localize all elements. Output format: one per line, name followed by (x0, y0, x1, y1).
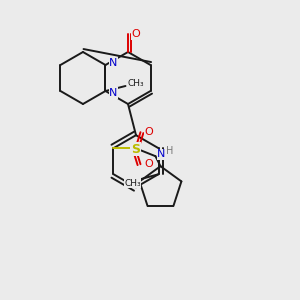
Text: N: N (157, 149, 166, 159)
Text: H: H (166, 146, 173, 156)
Text: S: S (131, 143, 140, 156)
Text: O: O (144, 127, 153, 137)
Text: O: O (144, 159, 153, 169)
Text: N: N (109, 58, 118, 68)
Text: CH₃: CH₃ (124, 179, 141, 188)
Text: O: O (132, 29, 140, 39)
Text: N: N (109, 88, 118, 98)
Text: CH₃: CH₃ (127, 80, 144, 88)
